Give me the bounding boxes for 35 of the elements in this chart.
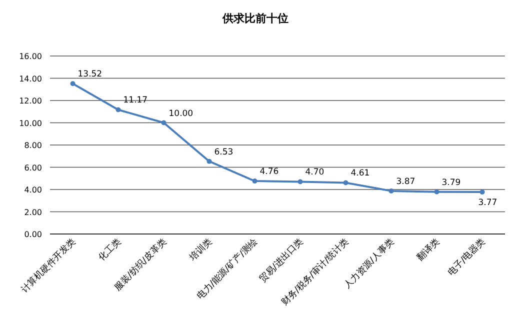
y-tick-label: 16.00 (19, 52, 42, 61)
point (116, 107, 121, 112)
text: 11.17 (123, 96, 148, 106)
text: 6.53 (214, 147, 234, 158)
y-tick-label: 6.00 (24, 163, 42, 172)
point (298, 179, 303, 184)
point (70, 81, 76, 86)
point (388, 188, 394, 194)
chart-title: 供求比前十位 (222, 12, 288, 25)
y-tick-label: 0.00 (24, 230, 42, 239)
point (480, 190, 485, 195)
y-tick-label: 14.00 (19, 74, 42, 84)
text: 4.61 (350, 168, 370, 179)
y-tick-label: 10.00 (19, 118, 42, 128)
x-tick-label: 计算机硬件开发类 (19, 236, 78, 296)
point (252, 178, 258, 184)
text: 3.79 (442, 178, 461, 188)
x-tick-label: 翻译类 (415, 236, 442, 264)
x-tick-label: 化工类 (96, 236, 124, 264)
y-tick-label: 2.00 (24, 208, 42, 217)
text: 4.70 (305, 168, 324, 178)
text: 3.77 (478, 198, 498, 208)
x-tick-label: 电子/电器类 (446, 236, 488, 278)
point (434, 189, 440, 194)
text: 10.00 (168, 108, 194, 119)
text: 3.87 (396, 176, 416, 187)
text: 13.52 (78, 70, 102, 80)
point (343, 180, 348, 186)
point (206, 158, 212, 164)
y-tick-label: 12.00 (19, 96, 42, 106)
y-tick-label: 4.00 (24, 186, 42, 194)
x-tick-label: 培训类 (186, 236, 214, 264)
point (161, 120, 166, 126)
y-tick-label: 8.00 (24, 141, 42, 150)
text: 4.76 (260, 167, 279, 178)
